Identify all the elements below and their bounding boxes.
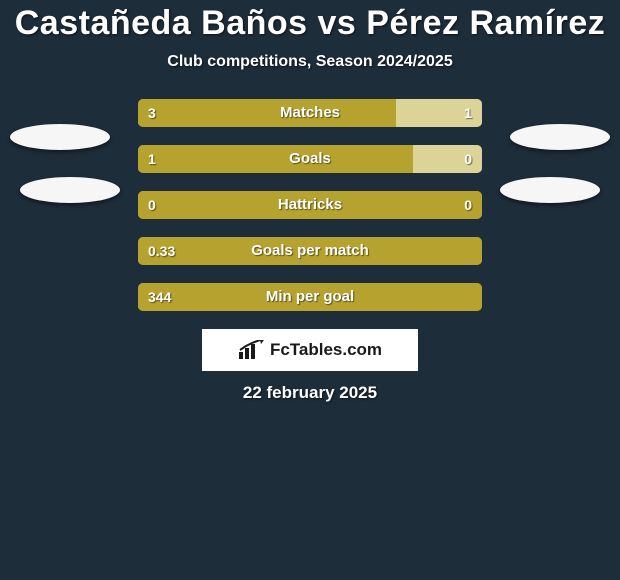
stat-value-right: 0 [464, 191, 472, 219]
player-badge-left [10, 124, 110, 150]
page-subtitle: Club competitions, Season 2024/2025 [0, 53, 620, 71]
stat-row: Min per goal344 [138, 283, 482, 311]
stat-value-right: 0 [464, 145, 472, 173]
page-title: Castañeda Baños vs Pérez Ramírez [0, 0, 620, 43]
stat-value-right: 1 [464, 99, 472, 127]
stat-row: Goals per match0.33 [138, 237, 482, 265]
player-badge-left [20, 177, 120, 203]
stat-label: Min per goal [138, 283, 482, 311]
stat-row: Goals1 0 [138, 145, 482, 173]
stat-value-left: 1 [148, 145, 156, 173]
stat-row: Hattricks0 0 [138, 191, 482, 219]
comparison-infographic: Castañeda Baños vs Pérez Ramírez Club co… [0, 0, 620, 580]
stat-row: Matches3 1 [138, 99, 482, 127]
player-badge-right [500, 177, 600, 203]
stat-value-left: 0 [148, 191, 156, 219]
brand-box: FcTables.com [202, 329, 418, 371]
stat-value-left: 3 [148, 99, 156, 127]
stat-label: Goals per match [138, 237, 482, 265]
brand-text: FcTables.com [270, 340, 382, 360]
player-badge-right [510, 124, 610, 150]
stat-bars: Matches31Goals10Hattricks00Goals per mat… [138, 99, 482, 311]
stat-label: Hattricks [138, 191, 482, 219]
stat-label: Goals [138, 145, 482, 173]
stat-label: Matches [138, 99, 482, 127]
brand-chart-icon [238, 340, 264, 360]
stat-value-left: 0.33 [148, 237, 175, 265]
date-text: 22 february 2025 [0, 383, 620, 403]
stat-value-left: 344 [148, 283, 171, 311]
